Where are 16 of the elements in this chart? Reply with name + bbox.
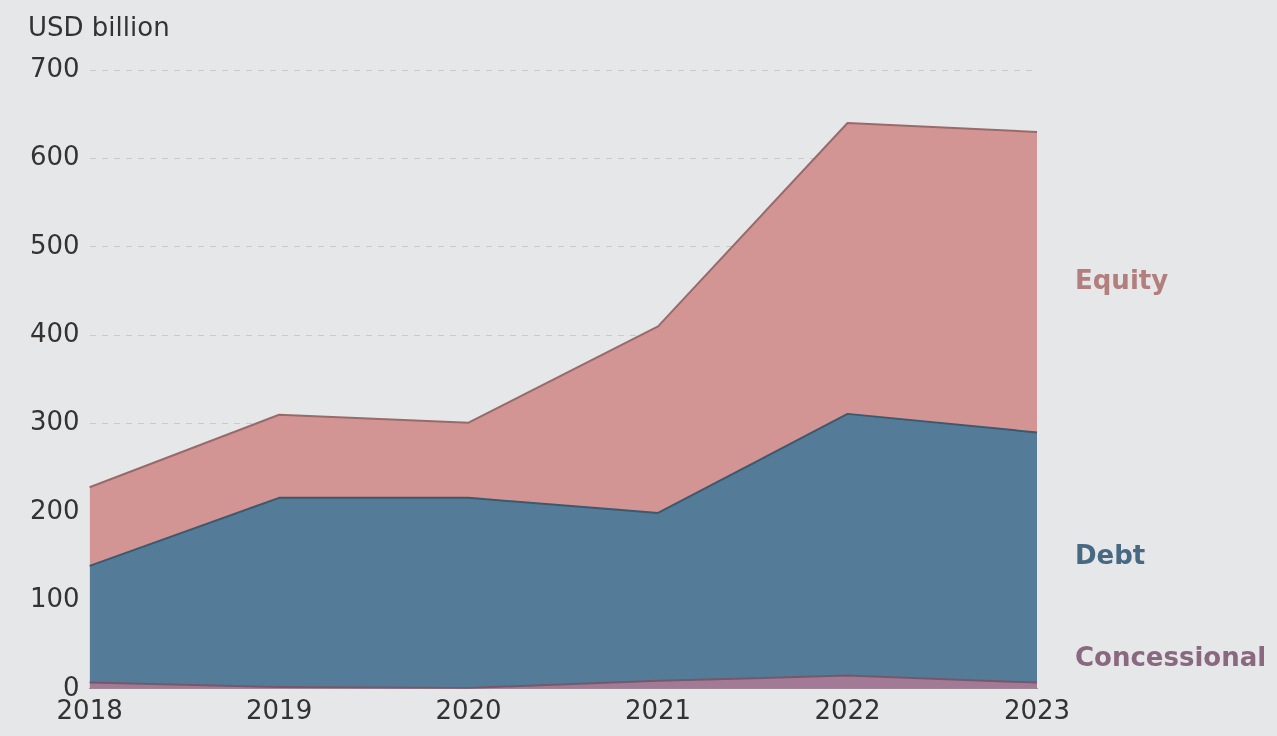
y-tick-label: 400 [29,317,80,348]
series-label: Concessional [1075,641,1267,672]
x-tick-label: 2020 [435,695,502,726]
series-label: Equity [1075,264,1169,295]
y-tick-label: 300 [29,406,80,437]
y-tick-label: 200 [29,494,80,525]
y-axis-title: USD billion [28,12,170,42]
y-tick-label: 500 [29,229,80,260]
series-label: Debt [1075,540,1146,571]
x-tick-label: 2022 [814,695,881,726]
x-tick-label: 2023 [1003,695,1071,726]
x-tick-label: 2021 [624,695,692,726]
y-tick-label: 600 [29,141,80,172]
x-tick-label: 2019 [246,695,313,726]
y-tick-label: 700 [29,52,80,83]
y-tick-label: 100 [29,583,80,614]
